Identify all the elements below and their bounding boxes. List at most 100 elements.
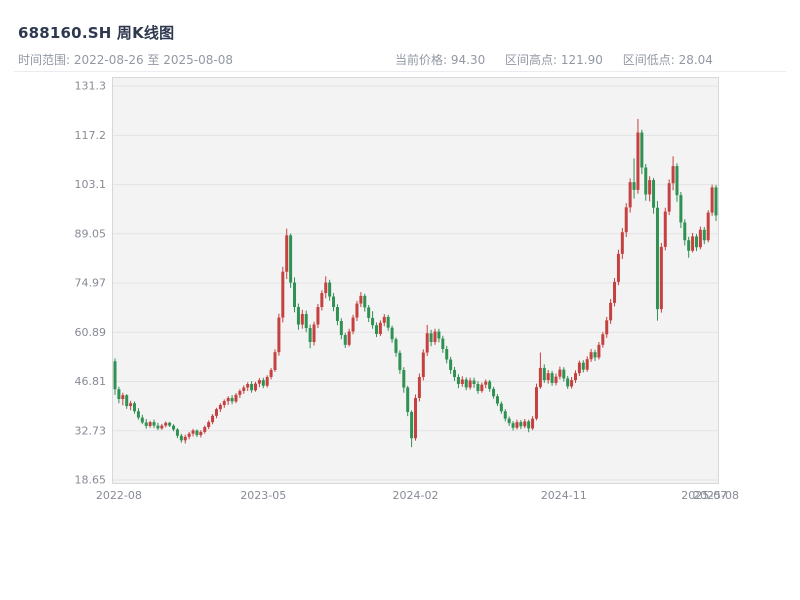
candle-body: [636, 132, 640, 190]
y-axis-label: 74.97: [75, 277, 107, 290]
candle-body: [140, 417, 144, 423]
candle-body: [121, 395, 125, 400]
candle-body: [406, 387, 410, 412]
candle-body: [226, 397, 230, 402]
price-stats: 当前价格: 94.30 区间高点: 121.90 区间低点: 28.04: [395, 51, 729, 68]
candle-body: [472, 380, 476, 384]
candle-body: [359, 295, 363, 304]
candle-body: [702, 229, 706, 241]
candle-body: [136, 411, 140, 418]
candle-body: [710, 187, 714, 213]
candle-body: [328, 282, 332, 297]
candle-body: [257, 380, 261, 384]
candle-body: [133, 403, 137, 412]
y-axis-label: 89.05: [75, 227, 107, 240]
candle-body: [234, 394, 238, 402]
candle-body: [671, 166, 675, 184]
candle-body: [531, 418, 535, 429]
candle-body: [515, 422, 519, 428]
candle-body: [187, 433, 191, 437]
candle-body: [386, 316, 390, 328]
current-price-label: 当前价格: 94.30: [395, 53, 486, 67]
candle-body: [605, 320, 609, 335]
y-axis-label: 117.2: [75, 129, 107, 142]
chart-title: 688160.SH 周K线图: [18, 24, 175, 42]
candle-body: [281, 271, 285, 318]
y-axis-label: 131.3: [75, 80, 107, 93]
candle-body: [332, 296, 336, 308]
candle-body: [199, 431, 203, 436]
candle-body: [620, 232, 624, 254]
y-axis-label: 60.89: [75, 326, 107, 339]
candle-body: [238, 390, 242, 395]
candle-body: [175, 429, 179, 436]
candle-body: [616, 253, 620, 282]
x-axis-label: 2025-08: [693, 489, 739, 502]
candle-body: [425, 333, 429, 353]
candle-body: [698, 229, 702, 248]
candle-body: [694, 236, 698, 248]
candle-body: [585, 359, 589, 370]
candle-body: [550, 373, 554, 383]
x-axis-label: 2025-07: [681, 489, 727, 502]
x-axis-label: 2024-11: [541, 489, 587, 502]
candle-body: [363, 295, 367, 308]
candle-body: [523, 421, 527, 427]
candle-body: [554, 376, 558, 383]
candle-body: [253, 383, 257, 391]
candle-body: [214, 409, 218, 416]
candle-body: [519, 422, 523, 427]
candle-body: [640, 132, 644, 168]
candle-body: [351, 317, 355, 332]
candle-body: [222, 401, 226, 405]
candle-body: [312, 324, 316, 343]
candle-body: [293, 282, 297, 308]
candle-body: [289, 235, 293, 283]
candle-body: [484, 381, 488, 385]
candle-body: [503, 411, 507, 419]
candle-body: [433, 331, 437, 343]
candle-body: [117, 389, 121, 400]
candle-body: [683, 222, 687, 241]
candle-body: [507, 418, 511, 424]
candle-body: [648, 180, 652, 195]
candle-body: [624, 207, 628, 233]
header-divider: [14, 71, 786, 72]
candle-body: [335, 307, 339, 322]
candle-body: [265, 376, 269, 386]
candle-body: [460, 379, 464, 384]
candle-body: [273, 352, 277, 371]
candle-body: [476, 383, 480, 391]
candle-body: [659, 246, 663, 310]
candle-body: [527, 421, 531, 429]
candle-body: [468, 380, 472, 388]
candle-body: [609, 302, 613, 321]
candle-body: [613, 281, 617, 303]
candle-body: [562, 369, 566, 379]
candle-body: [628, 182, 632, 208]
candle-body: [195, 430, 199, 436]
x-axis-label: 2022-08: [96, 489, 142, 502]
candle-body: [308, 328, 312, 343]
candle-body: [320, 293, 324, 308]
candle-body: [581, 362, 585, 370]
candle-body: [148, 422, 152, 426]
candle-body: [390, 327, 394, 340]
candle-body: [304, 314, 308, 329]
candle-body: [172, 425, 176, 430]
candle-body: [179, 435, 183, 441]
candle-body: [675, 166, 679, 196]
candle-body: [429, 333, 433, 343]
candle-body: [663, 211, 667, 247]
candle-body: [164, 422, 168, 426]
candle-body: [246, 383, 250, 388]
candle-body: [495, 396, 499, 404]
candle-body: [499, 403, 503, 412]
candle-body: [687, 240, 691, 251]
candle-body: [421, 352, 425, 377]
candle-body: [655, 207, 659, 310]
candle-body: [269, 370, 273, 377]
candle-body: [601, 334, 605, 345]
candle-body: [367, 307, 371, 318]
candle-body: [456, 376, 460, 384]
